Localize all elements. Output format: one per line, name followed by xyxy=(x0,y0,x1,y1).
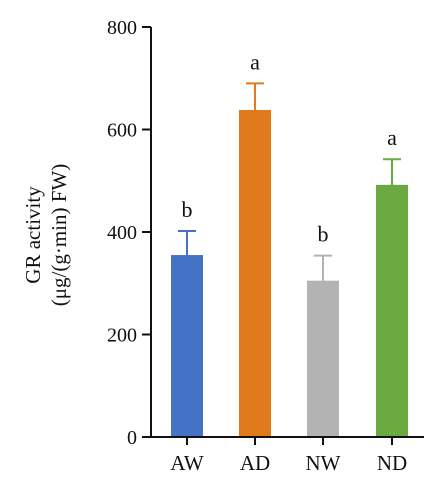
x-category-label-nw: NW xyxy=(306,451,341,475)
y-tick-label-400: 400 xyxy=(107,222,137,244)
y-tick-label-200: 200 xyxy=(107,325,137,347)
bars-group xyxy=(171,110,408,438)
y-tick-label-0: 0 xyxy=(127,427,137,449)
bar-aw xyxy=(171,255,203,437)
bar-ad xyxy=(239,110,271,438)
significance-label-ad: a xyxy=(250,49,260,74)
y-tick-label-800: 800 xyxy=(107,17,137,39)
y-axis-title-line1: GR activity xyxy=(21,186,45,284)
significance-label-nw: b xyxy=(318,222,329,247)
y-tick-label-600: 600 xyxy=(107,120,137,142)
y-axis-title: GR activity (μg/(g·min) FW) xyxy=(21,164,71,306)
bar-nd xyxy=(376,184,408,437)
y-axis-title-line2: (μg/(g·min) FW) xyxy=(47,164,71,306)
x-category-label-nd: ND xyxy=(377,451,407,475)
error-bars-group xyxy=(178,82,401,307)
significance-labels-group: b a b a xyxy=(182,49,398,246)
x-category-label-ad: AD xyxy=(240,451,270,475)
x-category-label-aw: AW xyxy=(170,451,203,475)
y-axis: 0 200 400 600 800 xyxy=(107,17,152,449)
x-axis: AW AD NW ND xyxy=(151,436,424,475)
significance-label-aw: b xyxy=(182,197,193,222)
significance-label-nd: a xyxy=(387,125,397,150)
